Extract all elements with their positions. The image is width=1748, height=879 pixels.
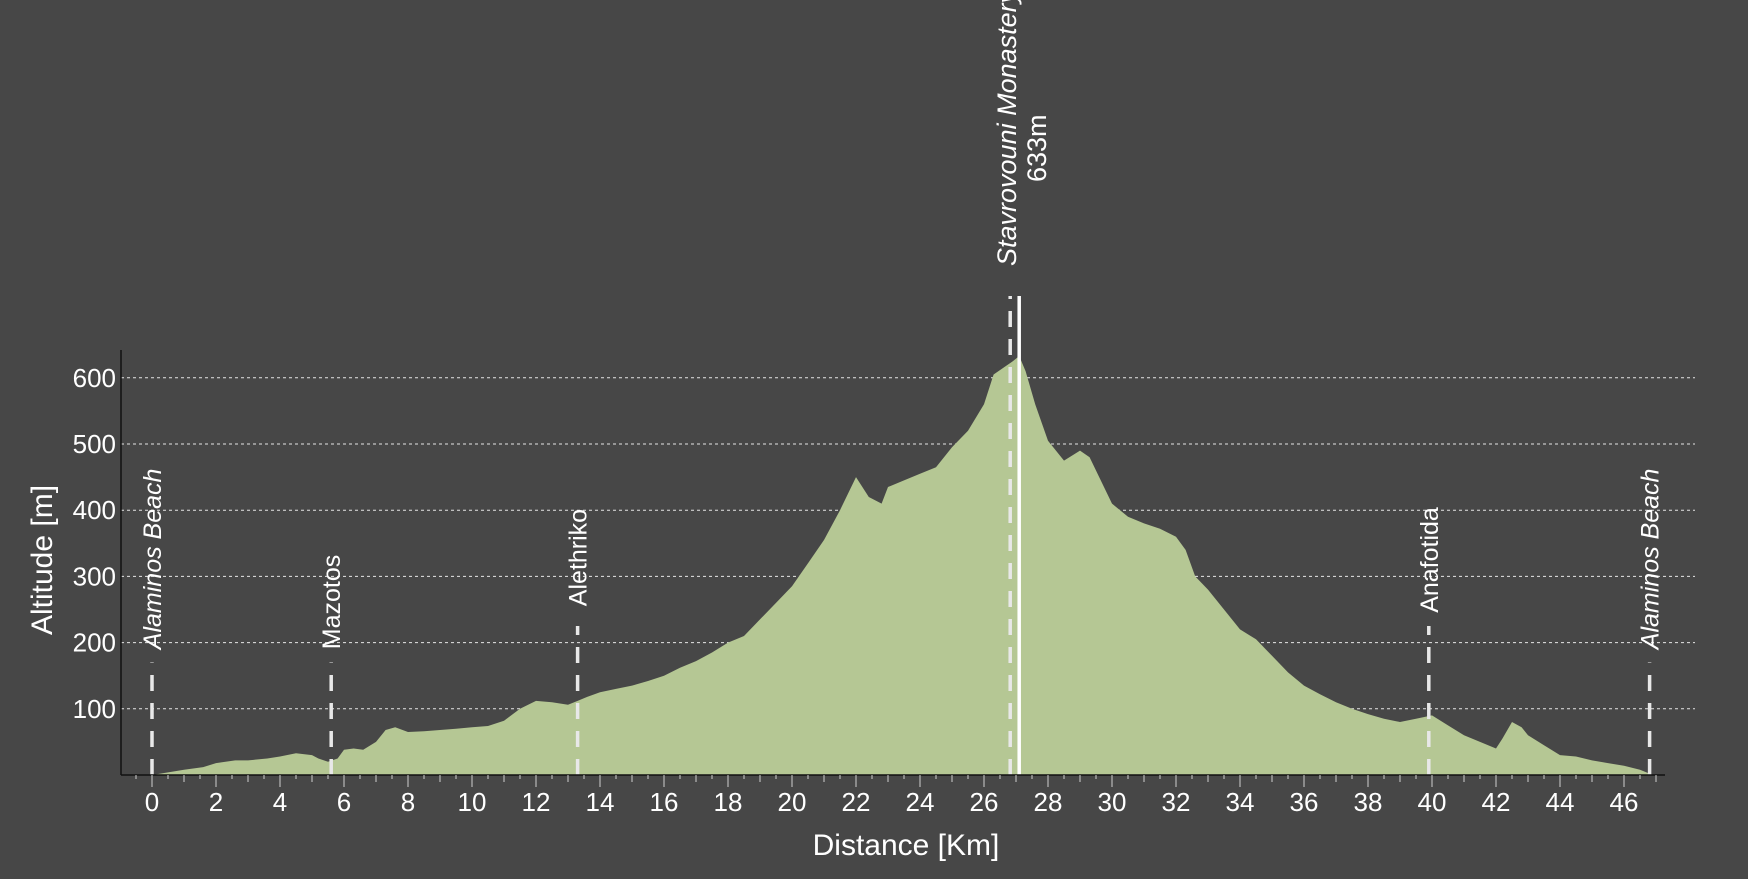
y-tick-label-300: 300 <box>73 561 116 591</box>
x-tick-label-16: 16 <box>650 787 679 817</box>
x-tick-label-42: 42 <box>1482 787 1511 817</box>
x-tick-label-32: 32 <box>1162 787 1191 817</box>
x-tick-label-6: 6 <box>337 787 351 817</box>
y-tick-label-600: 600 <box>73 363 116 393</box>
waypoint-label-3: Anafotida <box>1416 507 1444 613</box>
x-tick-label-8: 8 <box>401 787 415 817</box>
x-tick-label-12: 12 <box>522 787 551 817</box>
x-tick-label-28: 28 <box>1034 787 1063 817</box>
y-tick-label-100: 100 <box>73 694 116 724</box>
x-tick-label-10: 10 <box>458 787 487 817</box>
x-tick-label-44: 44 <box>1546 787 1575 817</box>
y-tick-label-400: 400 <box>73 495 116 525</box>
x-tick-label-38: 38 <box>1354 787 1383 817</box>
y-tick-label-500: 500 <box>73 429 116 459</box>
waypoint-label-2: Alethriko <box>565 509 593 606</box>
waypoint-label-0: Alaminos Beach <box>139 469 167 652</box>
x-tick-label-34: 34 <box>1226 787 1255 817</box>
x-tick-label-26: 26 <box>970 787 999 817</box>
x-tick-label-40: 40 <box>1418 787 1447 817</box>
x-tick-label-4: 4 <box>273 787 287 817</box>
x-tick-label-24: 24 <box>906 787 935 817</box>
y-tick-label-200: 200 <box>73 628 116 658</box>
axes <box>120 350 1665 787</box>
x-axis-title: Distance [Km] <box>813 829 1000 862</box>
x-tick-label-30: 30 <box>1098 787 1127 817</box>
x-tick-label-36: 36 <box>1290 787 1319 817</box>
x-tick-label-18: 18 <box>714 787 743 817</box>
elevation-area-fill <box>152 356 1653 775</box>
x-tick-label-0: 0 <box>145 787 159 817</box>
x-tick-label-2: 2 <box>209 787 223 817</box>
waypoint-markers <box>150 296 1652 775</box>
waypoint-label-4: Alaminos Beach <box>1637 469 1665 652</box>
x-tick-label-22: 22 <box>842 787 871 817</box>
peak-name-label: Stavrovouni Monastery <box>992 0 1022 266</box>
peak-value-label: 633m <box>1022 114 1052 182</box>
x-tick-label-14: 14 <box>586 787 615 817</box>
x-tick-label-46: 46 <box>1610 787 1639 817</box>
elevation-area <box>152 356 1653 775</box>
y-axis-title: Altitude [m] <box>26 485 59 635</box>
x-tick-label-20: 20 <box>778 787 807 817</box>
waypoint-label-1: Mazotos <box>318 555 346 649</box>
